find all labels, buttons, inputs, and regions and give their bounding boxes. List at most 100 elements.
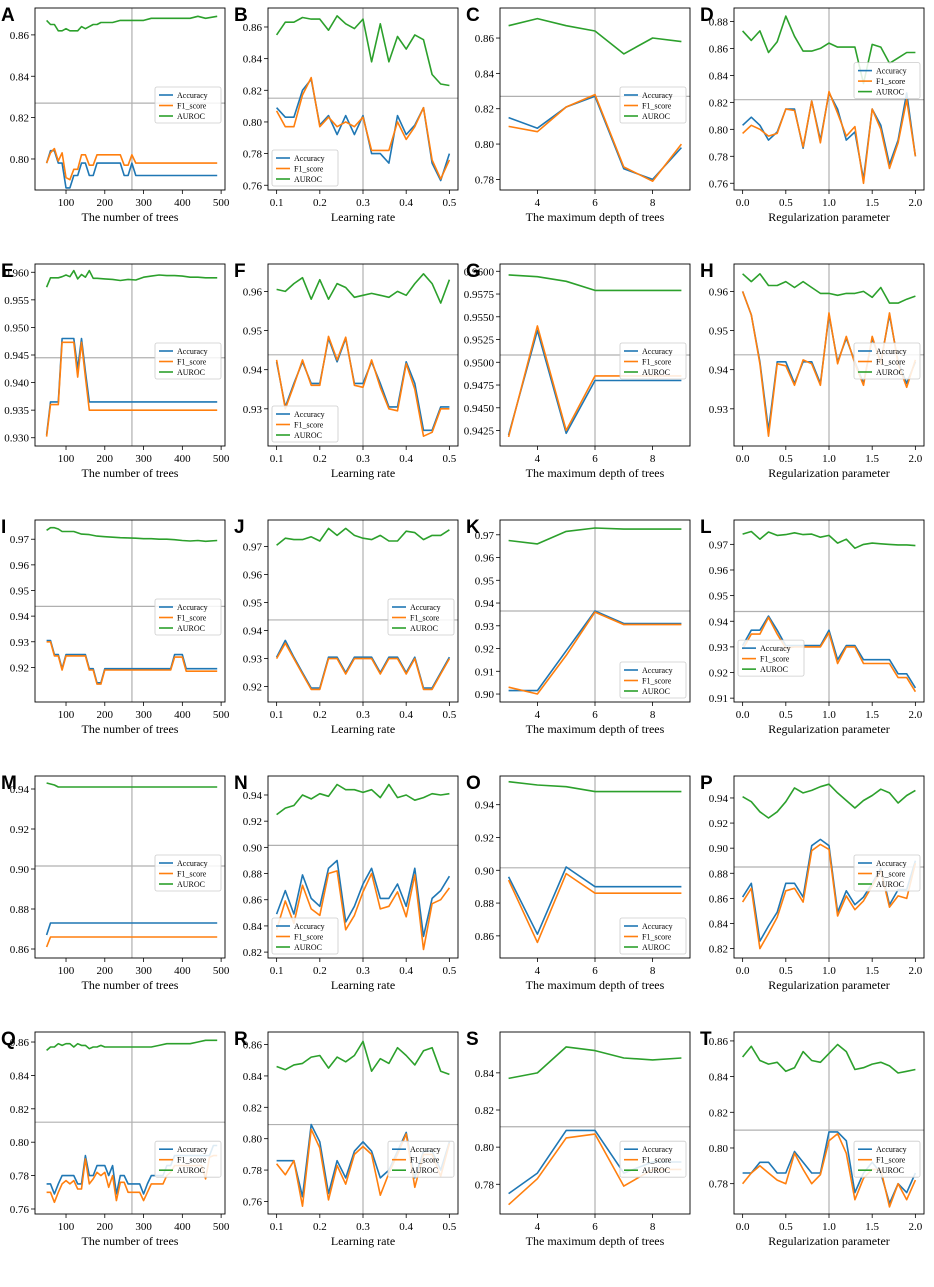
panel-g-legend-box [619, 342, 687, 380]
panel-f-xtick-label: 0.3 [356, 453, 370, 465]
panel-l-series-auroc [742, 530, 916, 550]
panel-i-xtick-label: 300 [135, 709, 152, 721]
panel-g-series-accuracy [507, 329, 682, 436]
panel-r-xtick-label: 0.5 [442, 1221, 456, 1233]
panel-q-legend-label: Accuracy [177, 1145, 208, 1154]
panel-g-legend-label: Accuracy [642, 347, 673, 356]
panel-p-ytick-label: 0.92 [709, 818, 728, 830]
panel-l-series-accuracy [741, 615, 917, 689]
panel-j-legend-box [387, 598, 455, 636]
panel-b-ytick-label: 0.76 [243, 180, 263, 192]
panel-o-legend-label: Accuracy [642, 922, 673, 931]
panel-e-xtick-label: 200 [97, 453, 114, 465]
panel-s-legend-label: F1_score [642, 1156, 672, 1165]
panel-r-legend-label: F1_score [410, 1156, 440, 1165]
panel-g-ytick-label: 0.9525 [464, 335, 495, 347]
panel-k-xtick-label: 8 [650, 709, 656, 721]
panel-j-legend-label: F1_score [410, 614, 440, 623]
panel-t-ytick-label: 0.82 [709, 1107, 728, 1119]
panel-j-xtick-label: 0.1 [270, 709, 284, 721]
panel-m-legend-label: F1_score [177, 870, 207, 879]
panel-t-ytick-label: 0.78 [709, 1179, 729, 1191]
panel-q-ytick-label: 0.86 [10, 1037, 30, 1049]
panel-m-series-f1-score [45, 936, 218, 948]
panel-k-xtick-label: 6 [592, 709, 598, 721]
panel-o-letter: O [466, 773, 481, 794]
panel-c-legend-label: AUROC [642, 112, 670, 121]
panel-h-legend-label: Accuracy [876, 347, 907, 356]
panel-e-ytick-label: 0.930 [4, 433, 29, 445]
panel-l-xtick-label: 1.0 [822, 709, 836, 721]
panel-p-xtick-label: 1.5 [865, 965, 879, 977]
panel-i-xtick-label: 500 [213, 709, 230, 721]
panel-n-ytick-label: 0.90 [243, 842, 263, 854]
panel-r-xtick-label: 0.2 [313, 1221, 327, 1233]
panel-e-ytick-label: 0.945 [4, 350, 29, 362]
panel-f: F 0.1 0.2 0.3 0.4 0.5 0.93 0.94 0.95 0.96 Learning… [234, 261, 459, 480]
panel-m-letter: M [1, 773, 17, 794]
panel-q-ytick-label: 0.82 [10, 1104, 29, 1116]
panel-k-ytick-label: 0.91 [475, 666, 494, 678]
panel-q-ytick-label: 0.76 [10, 1204, 30, 1216]
panel-l-ytick-label: 0.92 [709, 668, 728, 680]
panel-d-xlabel: Regularization parameter [768, 210, 890, 224]
panel-m-ytick-label: 0.88 [10, 904, 30, 916]
panel-e-xtick-label: 500 [213, 453, 230, 465]
panel-s-ytick-label: 0.82 [475, 1105, 494, 1117]
panel-t-xtick-label: 1.0 [822, 1221, 836, 1233]
panel-j-ytick-label: 0.92 [243, 682, 262, 694]
panel-p-xtick-label: 0.5 [779, 965, 793, 977]
panel-g-legend-label: AUROC [642, 368, 670, 377]
panel-q-letter: Q [1, 1029, 16, 1050]
panel-n-ytick-label: 0.88 [243, 869, 263, 881]
panel-l-legend-label: F1_score [760, 655, 790, 664]
panel-s-xtick-label: 8 [650, 1221, 656, 1233]
panel-o-legend-box [619, 917, 687, 955]
panel-t: T 0.0 0.5 1.0 1.5 2.0 0.78 0.80 0.82 0.84 0.86 Regu… [700, 1029, 925, 1248]
panel-b-xtick-label: 0.3 [356, 197, 370, 209]
panel-g-legend-label: F1_score [642, 358, 672, 367]
panel-d-letter: D [700, 5, 714, 26]
panel-m-ytick-label: 0.86 [10, 944, 30, 956]
panel-g-xtick-label: 6 [592, 453, 598, 465]
panel-j-ytick-label: 0.94 [243, 626, 263, 638]
panel-m-series-auroc [46, 782, 218, 788]
panel-s-legend-label: Accuracy [642, 1145, 673, 1154]
panel-p-legend-label: F1_score [876, 870, 906, 879]
panel-i-letter: I [1, 517, 6, 538]
panel-g-ytick-label: 0.9475 [464, 380, 495, 392]
panel-c-legend-label: Accuracy [642, 91, 673, 100]
panel-f-ytick-label: 0.95 [243, 326, 263, 338]
panel-m-series-accuracy [45, 922, 218, 936]
panel-t-legend-label: F1_score [876, 1156, 906, 1165]
panel-c-xlabel: The maximum depth of trees [526, 210, 665, 224]
panel-b-letter: B [234, 5, 248, 26]
panel-e-xtick-label: 400 [174, 453, 191, 465]
panel-c-ytick-label: 0.84 [475, 68, 495, 80]
panel-l-ytick-label: 0.96 [709, 565, 729, 577]
panel-e-ytick-label: 0.955 [4, 295, 29, 307]
panel-q-xlabel: The number of trees [82, 1234, 179, 1248]
panel-k-series-auroc [508, 527, 682, 545]
panel-f-xtick-label: 0.5 [442, 453, 456, 465]
panel-e-series-auroc [45, 269, 218, 288]
panel-i-xlabel: The number of trees [82, 722, 179, 736]
panel-l-legend-box [737, 639, 805, 677]
panel-o-ytick-label: 0.88 [475, 898, 495, 910]
panel-r-ytick-label: 0.76 [243, 1196, 263, 1208]
panel-r: R 0.1 0.2 0.3 0.4 0.5 0.76 0.78 0.80 0.82 0.84 0.86… [234, 1029, 459, 1248]
panel-c-series-f1-score [508, 93, 683, 182]
panel-f-letter: F [234, 261, 246, 282]
panel-g-xlabel: The maximum depth of trees [526, 466, 665, 480]
panel-s-ytick-label: 0.78 [475, 1179, 495, 1191]
panel-b-xtick-label: 0.4 [399, 197, 413, 209]
panel-h-legend-label: F1_score [876, 358, 906, 367]
